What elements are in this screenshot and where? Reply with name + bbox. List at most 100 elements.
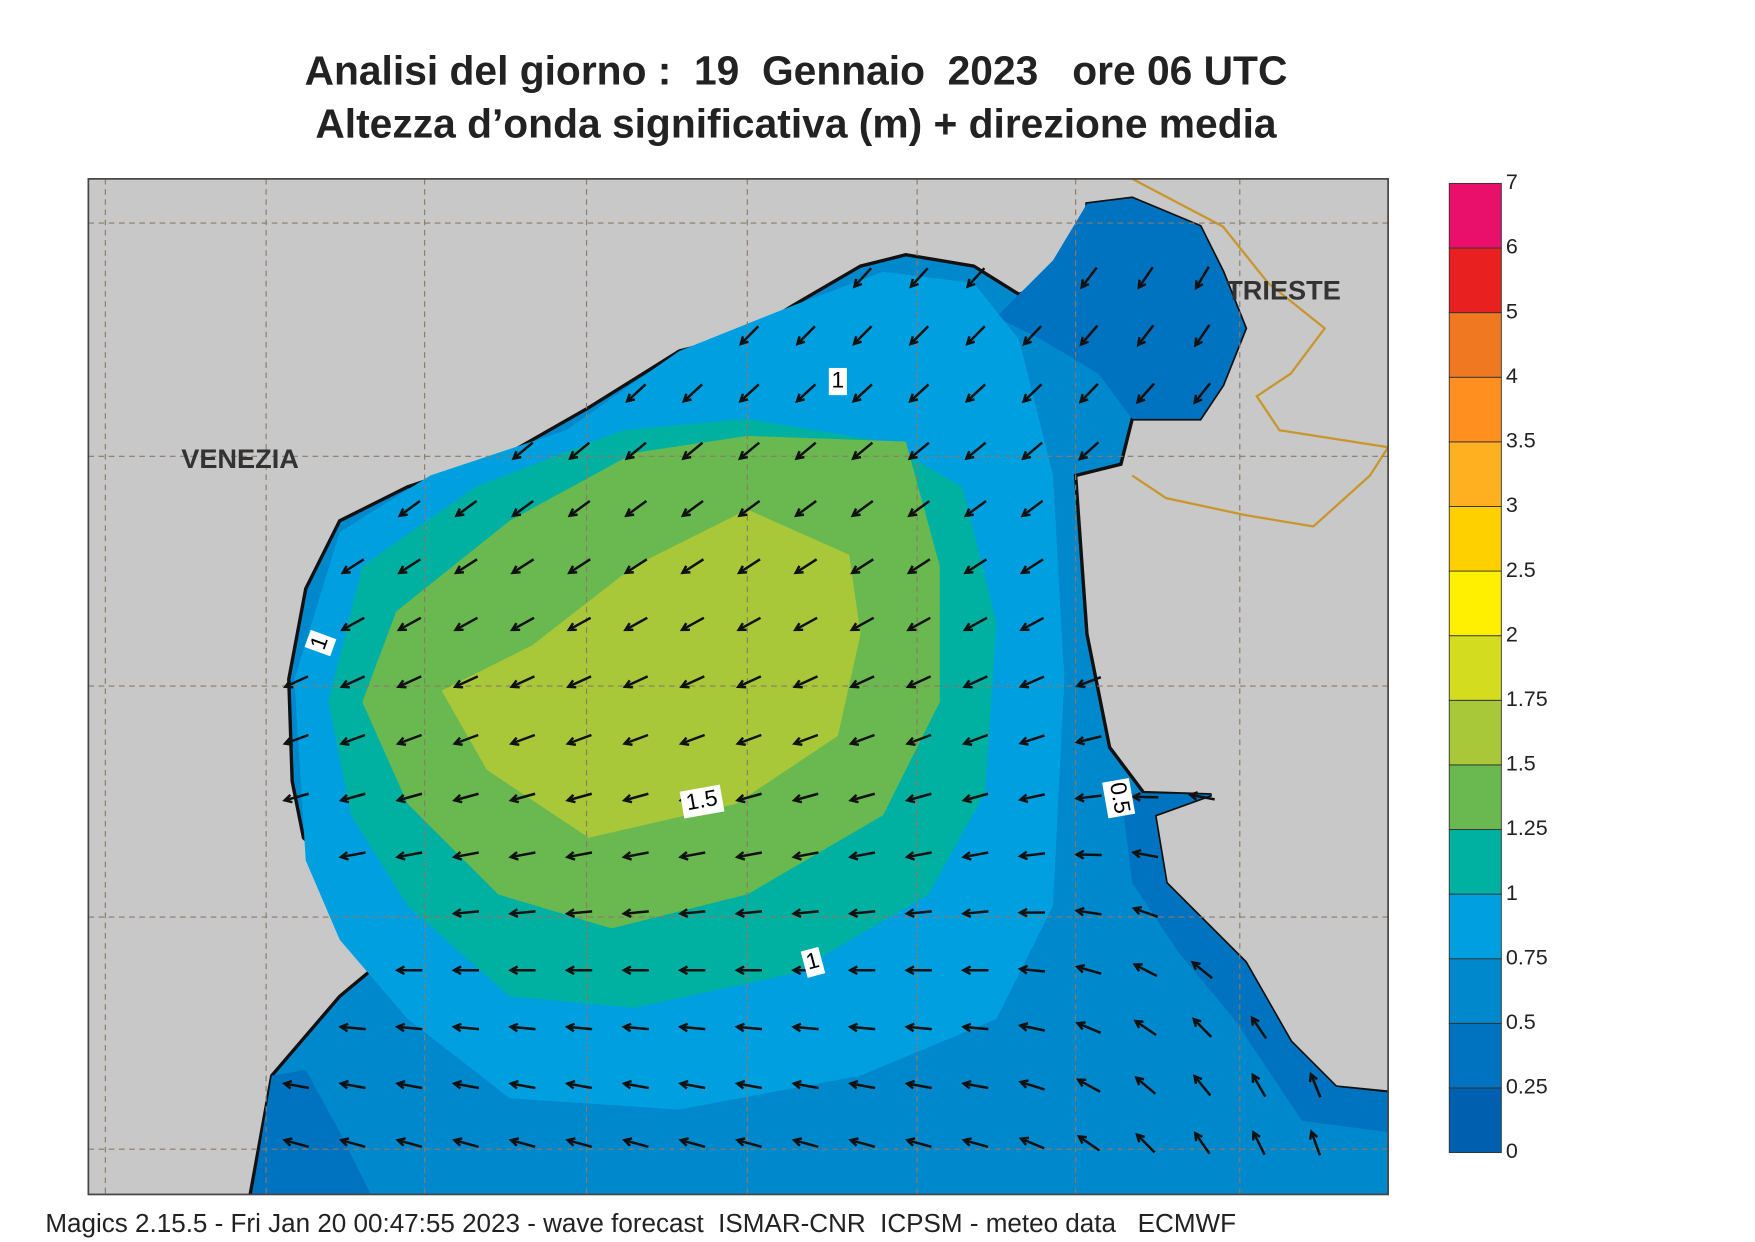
colorbar-box bbox=[1448, 506, 1502, 572]
direction-arrow bbox=[735, 1137, 762, 1148]
direction-arrow bbox=[848, 1137, 876, 1148]
direction-arrow bbox=[792, 733, 819, 747]
direction-arrow bbox=[1079, 324, 1099, 347]
direction-arrow bbox=[395, 851, 423, 861]
colorbar-box bbox=[1448, 247, 1502, 314]
direction-arrow bbox=[282, 733, 309, 747]
direction-arrow bbox=[734, 965, 763, 976]
direction-arrow bbox=[1250, 1015, 1268, 1040]
direction-arrow bbox=[849, 616, 875, 632]
direction-arrow bbox=[791, 792, 819, 804]
direction-arrow bbox=[961, 1137, 989, 1148]
direction-arrow bbox=[792, 616, 818, 632]
direction-arrow bbox=[454, 499, 478, 518]
direction-arrow bbox=[793, 558, 818, 575]
colorbar-label: 3.5 bbox=[1506, 429, 1536, 453]
direction-arrow bbox=[1074, 792, 1102, 803]
direction-arrow bbox=[735, 675, 762, 689]
footer: Magics 2.15.5 - Fri Jan 20 00:47:55 2023… bbox=[45, 1208, 1236, 1238]
direction-arrow bbox=[961, 851, 989, 861]
direction-arrow bbox=[622, 733, 649, 747]
direction-arrow bbox=[1308, 1071, 1322, 1098]
direction-arrow bbox=[1076, 1078, 1101, 1093]
direction-arrow bbox=[1132, 963, 1158, 978]
direction-arrow bbox=[283, 675, 309, 689]
direction-arrow bbox=[1021, 441, 1043, 461]
direction-arrow bbox=[1022, 325, 1043, 347]
direction-arrow bbox=[735, 733, 762, 747]
colorbar-box bbox=[1448, 182, 1502, 249]
direction-arrow bbox=[1194, 266, 1210, 291]
contour-label: 1.5 bbox=[679, 784, 725, 819]
direction-arrow bbox=[737, 441, 760, 461]
direction-arrow bbox=[1019, 558, 1044, 575]
direction-arrow bbox=[567, 558, 591, 575]
direction-arrow bbox=[964, 383, 987, 404]
colorbar-box bbox=[1448, 635, 1502, 701]
direction-arrow bbox=[677, 1022, 706, 1033]
direction-arrow bbox=[906, 616, 931, 632]
title: Analisi del giorno : 19 Gennaio 2023 ore… bbox=[305, 47, 1288, 93]
direction-arrow bbox=[453, 558, 478, 575]
contour-label: 0.5 bbox=[1102, 777, 1135, 819]
contour-label: 1 bbox=[828, 368, 847, 396]
direction-arrow bbox=[734, 851, 763, 861]
direction-arrow bbox=[624, 441, 647, 461]
direction-arrow bbox=[395, 792, 423, 804]
colorbar-label: 1.75 bbox=[1506, 687, 1548, 711]
direction-arrow bbox=[904, 965, 932, 976]
direction-arrow bbox=[852, 267, 873, 289]
direction-arrow bbox=[451, 965, 479, 976]
direction-arrow bbox=[509, 675, 535, 689]
direction-arrow bbox=[677, 908, 706, 918]
colorbar-label: 0.75 bbox=[1506, 945, 1548, 969]
direction-arrow bbox=[452, 733, 479, 747]
colorbar-box bbox=[1448, 312, 1502, 378]
direction-arrow bbox=[678, 1137, 706, 1148]
direction-arrow bbox=[847, 965, 876, 976]
direction-arrow bbox=[962, 675, 988, 689]
direction-arrow bbox=[508, 1137, 536, 1148]
direction-arrow bbox=[905, 675, 932, 689]
direction-arrow bbox=[904, 908, 932, 918]
direction-arrow bbox=[394, 965, 423, 976]
direction-arrow bbox=[509, 616, 535, 632]
direction-arrow bbox=[965, 267, 986, 289]
map bbox=[88, 178, 1389, 1195]
colorbar-label: 3 bbox=[1506, 493, 1518, 517]
direction-arrow bbox=[1135, 382, 1156, 405]
direction-arrow bbox=[395, 733, 423, 747]
direction-arrow bbox=[961, 1079, 989, 1090]
direction-arrow bbox=[738, 383, 760, 404]
direction-arrow bbox=[1131, 848, 1159, 859]
direction-arrow bbox=[680, 499, 704, 518]
direction-arrow bbox=[961, 908, 989, 918]
direction-arrow bbox=[1021, 383, 1043, 404]
direction-arrow bbox=[1080, 266, 1098, 290]
direction-arrow bbox=[281, 1079, 310, 1090]
direction-arrow bbox=[451, 908, 480, 918]
direction-arrow bbox=[621, 908, 649, 918]
direction-arrow bbox=[1017, 793, 1046, 804]
direction-arrow bbox=[564, 1022, 593, 1033]
colorbar-label: 6 bbox=[1506, 235, 1518, 259]
direction-arrow bbox=[1193, 324, 1211, 348]
direction-arrow bbox=[677, 965, 706, 976]
colorbar-label: 2 bbox=[1506, 622, 1518, 646]
direction-arrow bbox=[908, 383, 930, 404]
direction-arrow bbox=[564, 1079, 593, 1090]
direction-arrow bbox=[848, 733, 875, 747]
direction-arrow bbox=[621, 1079, 649, 1090]
direction-arrow bbox=[851, 441, 874, 461]
direction-arrow bbox=[338, 792, 366, 804]
direction-arrow bbox=[397, 499, 421, 518]
direction-arrow bbox=[508, 792, 536, 804]
direction-arrow bbox=[338, 1079, 366, 1090]
colorbar-label: 5 bbox=[1506, 299, 1518, 323]
direction-arrow bbox=[737, 499, 761, 518]
direction-arrow bbox=[339, 733, 366, 747]
direction-arrow bbox=[1191, 1017, 1213, 1038]
direction-arrow bbox=[565, 792, 593, 804]
colorbar-box bbox=[1448, 829, 1502, 895]
direction-arrow bbox=[961, 792, 989, 804]
